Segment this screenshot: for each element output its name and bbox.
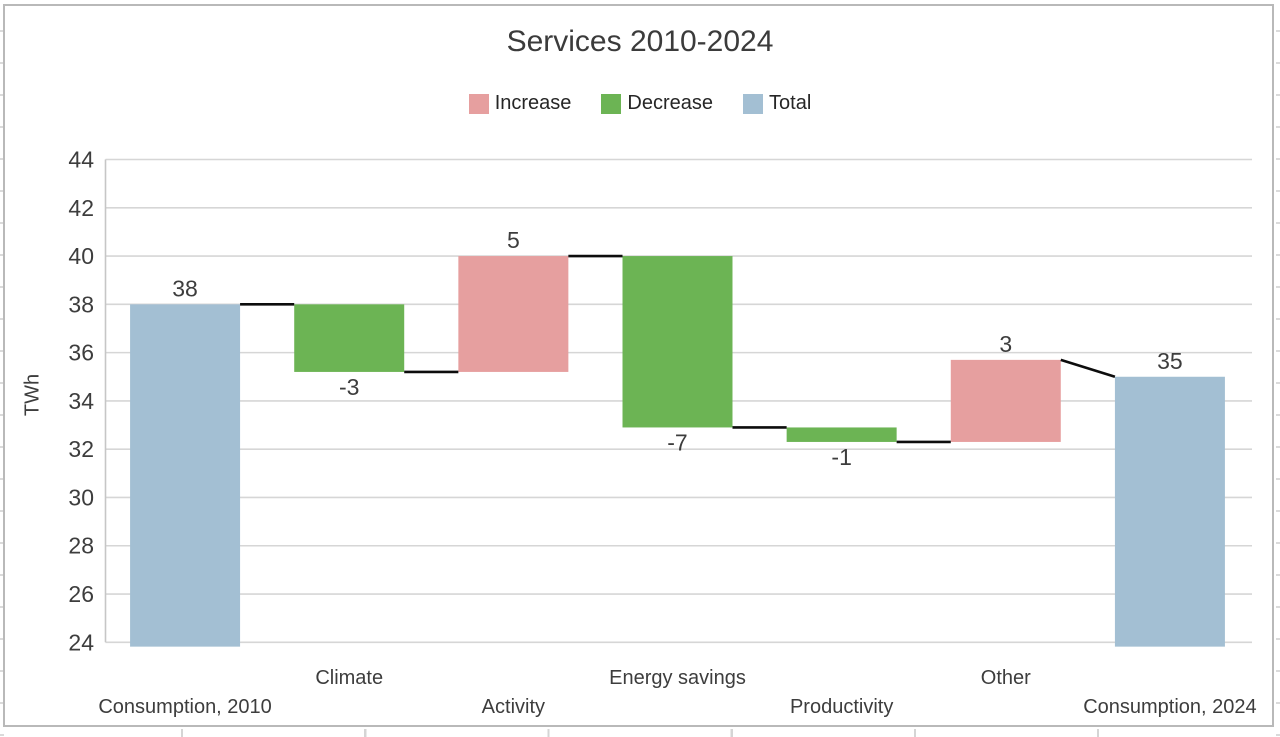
legend-swatch-increase — [468, 93, 489, 114]
bar-consumption-2010[interactable] — [130, 304, 241, 647]
bar-productivity[interactable] — [786, 427, 897, 442]
legend-label-total: Total — [769, 92, 812, 114]
x-category-label-climate: Climate — [315, 667, 383, 689]
legend-item-increase[interactable]: Increase — [468, 92, 572, 115]
bar-other[interactable] — [950, 359, 1061, 442]
bar-consumption-2024[interactable] — [1114, 376, 1225, 647]
y-tick-label-42: 42 — [68, 195, 94, 221]
x-category-label-consumption-2024: Consumption, 2024 — [1083, 696, 1256, 718]
bar-label-consumption-2024: 35 — [1157, 348, 1183, 374]
y-tick-label-36: 36 — [68, 340, 94, 366]
bar-energy-savings[interactable] — [622, 256, 733, 428]
x-category-label-activity: Activity — [482, 696, 545, 718]
bar-label-climate: -3 — [339, 374, 359, 400]
y-tick-label-40: 40 — [68, 243, 94, 269]
chart-title[interactable]: Services 2010-2024 — [506, 25, 774, 58]
connector-other-to-consumption-2024 — [1060, 358, 1116, 379]
y-tick-label-32: 32 — [68, 436, 94, 462]
y-tick-label-30: 30 — [68, 484, 94, 510]
bar-label-other: 3 — [999, 331, 1012, 357]
x-category-label-productivity: Productivity — [790, 696, 893, 718]
legend-label-decrease: Decrease — [627, 92, 714, 114]
bar-activity[interactable] — [458, 256, 569, 372]
legend-label-increase: Increase — [494, 92, 572, 114]
y-axis-title: TWh — [21, 374, 43, 416]
y-tick-label-26: 26 — [68, 581, 94, 607]
y-tick-label-24: 24 — [68, 629, 94, 655]
y-tick-label-28: 28 — [68, 533, 94, 559]
y-tick-label-38: 38 — [68, 291, 94, 317]
bar-label-productivity: -1 — [831, 444, 851, 470]
bar-label-activity: 5 — [507, 227, 520, 253]
chart-legend: Increase Decrease Total — [0, 92, 1280, 115]
y-tick-label-34: 34 — [68, 388, 94, 414]
bar-label-consumption-2010: 38 — [172, 275, 198, 301]
legend-swatch-total — [743, 93, 764, 114]
bar-label-energy-savings: -7 — [667, 429, 687, 455]
legend-item-decrease[interactable]: Decrease — [601, 92, 713, 115]
legend-swatch-decrease — [601, 93, 622, 114]
x-category-label-consumption-2010: Consumption, 2010 — [98, 696, 271, 718]
y-tick-label-44: 44 — [68, 147, 94, 173]
bar-climate[interactable] — [294, 304, 405, 372]
legend-item-total[interactable]: Total — [743, 92, 811, 115]
x-category-label-other: Other — [981, 667, 1031, 689]
x-category-label-energy-savings: Energy savings — [609, 667, 746, 689]
